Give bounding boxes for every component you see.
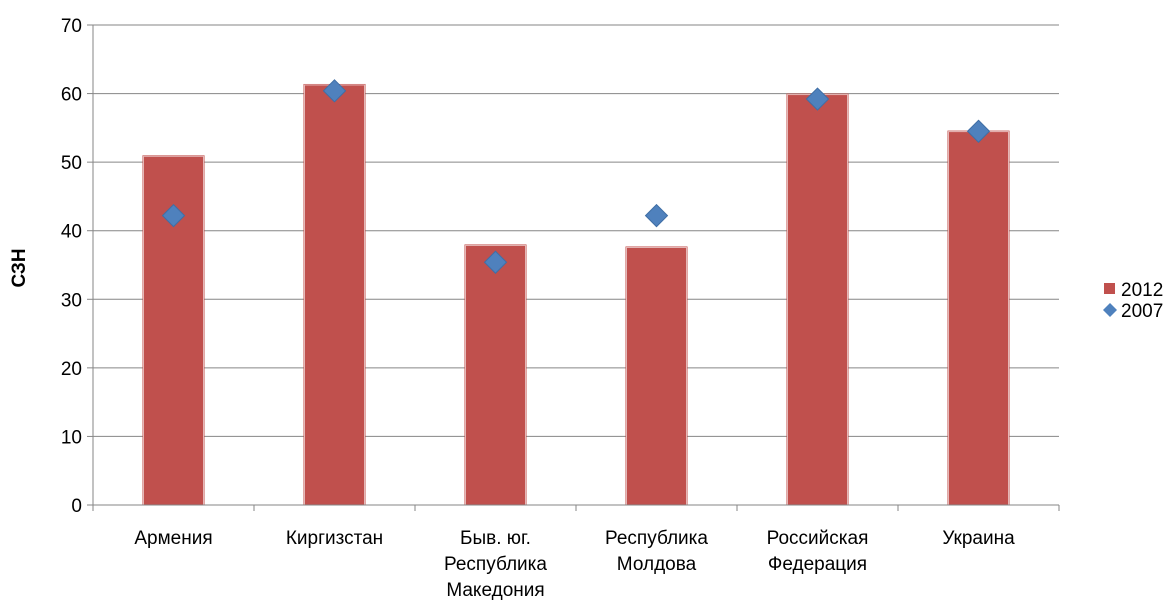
y-tick-labels: 0 10 20 30 40 50 60 70 (61, 16, 82, 517)
x-category-label: Молдова (617, 554, 697, 575)
x-category-label: Киргизстан (286, 528, 383, 549)
legend-swatch-2007 (1103, 303, 1117, 317)
x-category-label: Украина (942, 528, 1015, 549)
y-tick-label: 20 (61, 359, 82, 380)
x-category-label: Республика (444, 554, 547, 575)
point-2007 (644, 203, 669, 228)
point-series-2007 (161, 79, 991, 274)
y-tick-label: 60 (61, 85, 82, 106)
bar-2012 (303, 83, 366, 505)
x-category-labels: Армения Киргизстан Быв. юг. Республика Макед… (134, 528, 1015, 601)
bar-2012 (786, 93, 849, 506)
legend-label-2007: 2007 (1121, 301, 1163, 322)
legend-label-2012: 2012 (1121, 280, 1163, 301)
point-2007 (805, 87, 830, 111)
y-tick-label: 30 (61, 290, 82, 311)
x-category-label: Российская (767, 528, 869, 549)
bar-2012 (947, 130, 1010, 505)
x-category-label: Македония (446, 580, 544, 601)
point-2007 (966, 119, 991, 143)
bar-series-2012 (142, 83, 1010, 506)
y-tick-label: 50 (61, 153, 82, 174)
x-category-label: Республика (605, 528, 708, 549)
legend-swatch-2012 (1104, 283, 1115, 294)
y-tick-label: 10 (61, 427, 82, 448)
x-category-label: Быв. юг. (460, 528, 531, 549)
y-tick-label: 40 (61, 222, 82, 243)
point-2007 (483, 250, 508, 274)
bar-2012 (625, 246, 688, 505)
point-2007 (322, 79, 347, 103)
bar-2012 (464, 244, 527, 505)
x-category-label: Армения (134, 528, 212, 549)
point-2007 (161, 203, 186, 228)
y-axis-title: СЗН (9, 248, 30, 287)
axes (87, 24, 1060, 511)
x-category-label: Федерация (768, 554, 867, 575)
gridlines (93, 24, 1059, 437)
y-tick-label: 70 (61, 16, 82, 37)
y-tick-label: 0 (71, 496, 82, 517)
